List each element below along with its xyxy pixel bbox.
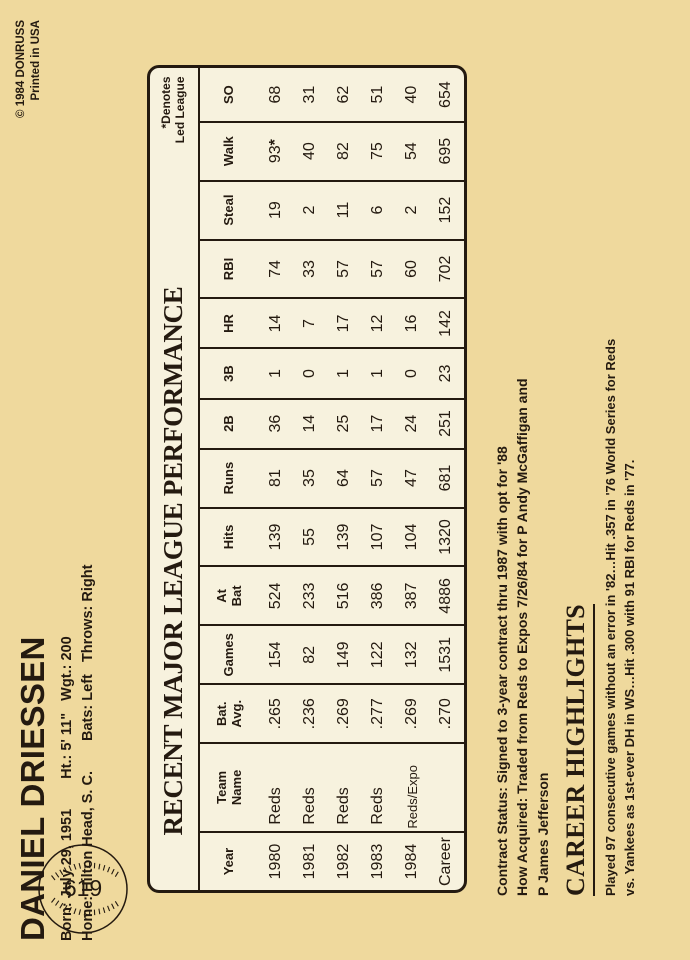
svg-text:619: 619 <box>63 875 101 901</box>
